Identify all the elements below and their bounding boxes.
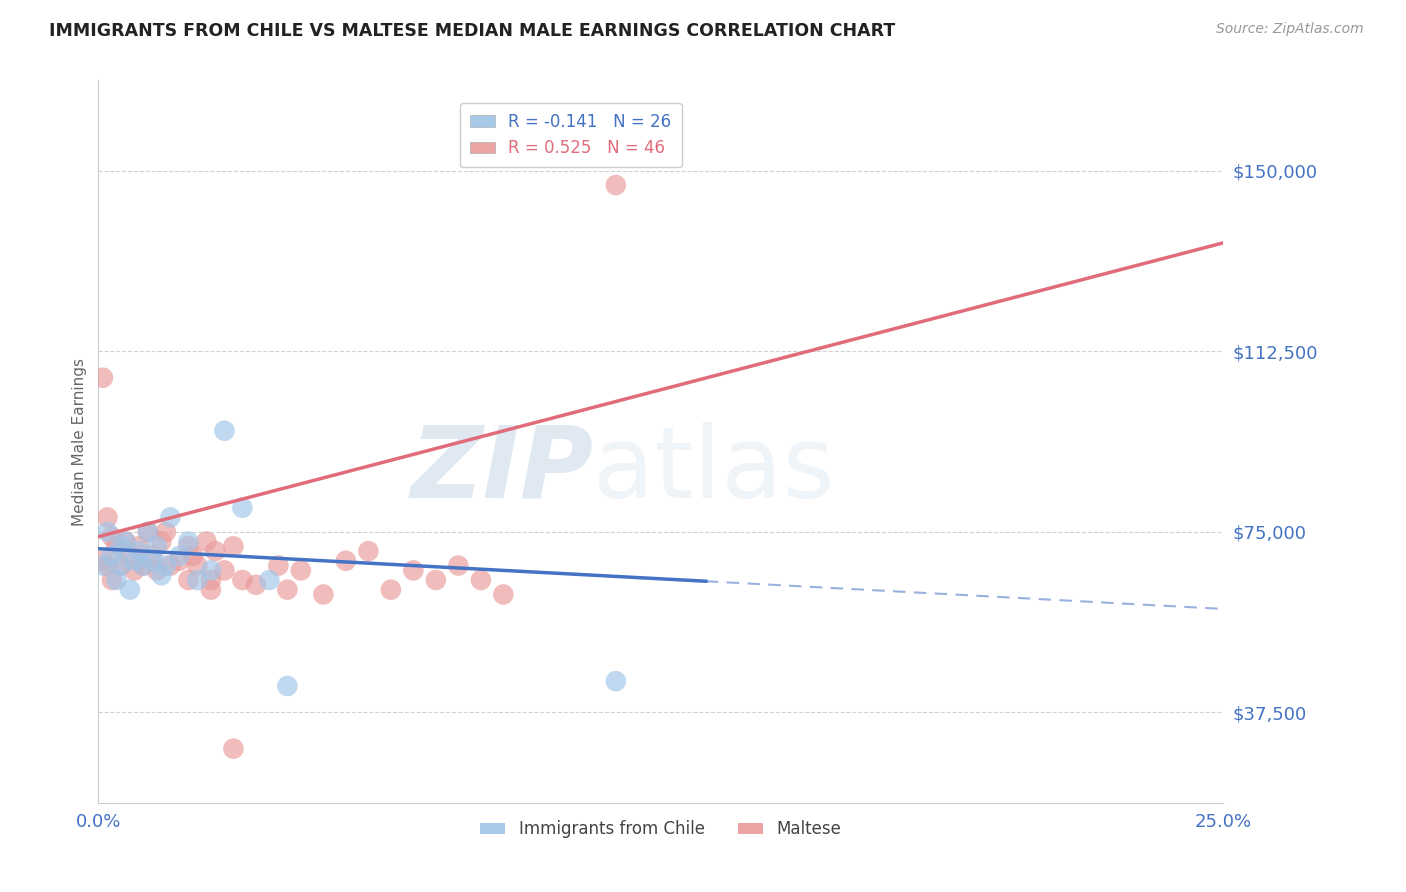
Point [105, 539, 128, 553]
Point [91, 370, 114, 384]
Point [177, 539, 200, 553]
Point [132, 558, 155, 573]
Point [155, 524, 177, 539]
Point [124, 554, 146, 568]
Point [128, 544, 150, 558]
Point [110, 558, 132, 573]
Point [150, 568, 173, 582]
Point [96, 558, 118, 573]
Point [204, 544, 226, 558]
Point [177, 534, 200, 549]
Point [159, 558, 181, 573]
Point [231, 500, 253, 515]
Text: atlas: atlas [593, 422, 835, 519]
Point [132, 558, 155, 573]
Point [425, 573, 447, 587]
Text: ZIP: ZIP [411, 422, 593, 519]
Point [357, 544, 380, 558]
Point [101, 573, 124, 587]
Point [155, 558, 177, 573]
Point [96, 510, 118, 524]
Point [105, 573, 128, 587]
Point [200, 582, 222, 597]
Point [267, 558, 290, 573]
Point [101, 530, 124, 544]
Point [146, 563, 169, 577]
Point [259, 573, 281, 587]
Point [110, 539, 132, 553]
Text: Source: ZipAtlas.com: Source: ZipAtlas.com [1216, 22, 1364, 37]
Point [245, 578, 267, 592]
Y-axis label: Median Male Earnings: Median Male Earnings [72, 358, 87, 525]
Point [169, 549, 191, 563]
Legend: Immigrants from Chile, Maltese: Immigrants from Chile, Maltese [474, 814, 848, 845]
Point [177, 573, 200, 587]
Point [124, 563, 146, 577]
Point [312, 587, 335, 601]
Point [470, 573, 492, 587]
Point [101, 549, 124, 563]
Point [136, 524, 159, 539]
Point [222, 539, 245, 553]
Point [492, 587, 515, 601]
Point [141, 549, 163, 563]
Point [402, 563, 425, 577]
Point [136, 524, 159, 539]
Point [169, 554, 191, 568]
Point [214, 424, 236, 438]
Point [335, 554, 357, 568]
Point [128, 539, 150, 553]
Point [96, 524, 118, 539]
Point [605, 674, 627, 689]
Point [222, 741, 245, 756]
Point [200, 563, 222, 577]
Point [605, 178, 627, 192]
Point [186, 558, 208, 573]
Point [114, 534, 136, 549]
Point [91, 558, 114, 573]
Point [114, 534, 136, 549]
Point [380, 582, 402, 597]
Point [195, 534, 218, 549]
Point [159, 510, 181, 524]
Point [91, 554, 114, 568]
Point [231, 573, 253, 587]
Point [447, 558, 470, 573]
Point [150, 534, 173, 549]
Point [181, 549, 204, 563]
Point [110, 558, 132, 573]
Point [186, 573, 208, 587]
Point [214, 563, 236, 577]
Point [276, 679, 298, 693]
Point [118, 549, 141, 563]
Point [141, 554, 163, 568]
Text: IMMIGRANTS FROM CHILE VS MALTESE MEDIAN MALE EARNINGS CORRELATION CHART: IMMIGRANTS FROM CHILE VS MALTESE MEDIAN … [49, 22, 896, 40]
Point [276, 582, 298, 597]
Point [200, 573, 222, 587]
Point [118, 582, 141, 597]
Point [146, 539, 169, 553]
Point [290, 563, 312, 577]
